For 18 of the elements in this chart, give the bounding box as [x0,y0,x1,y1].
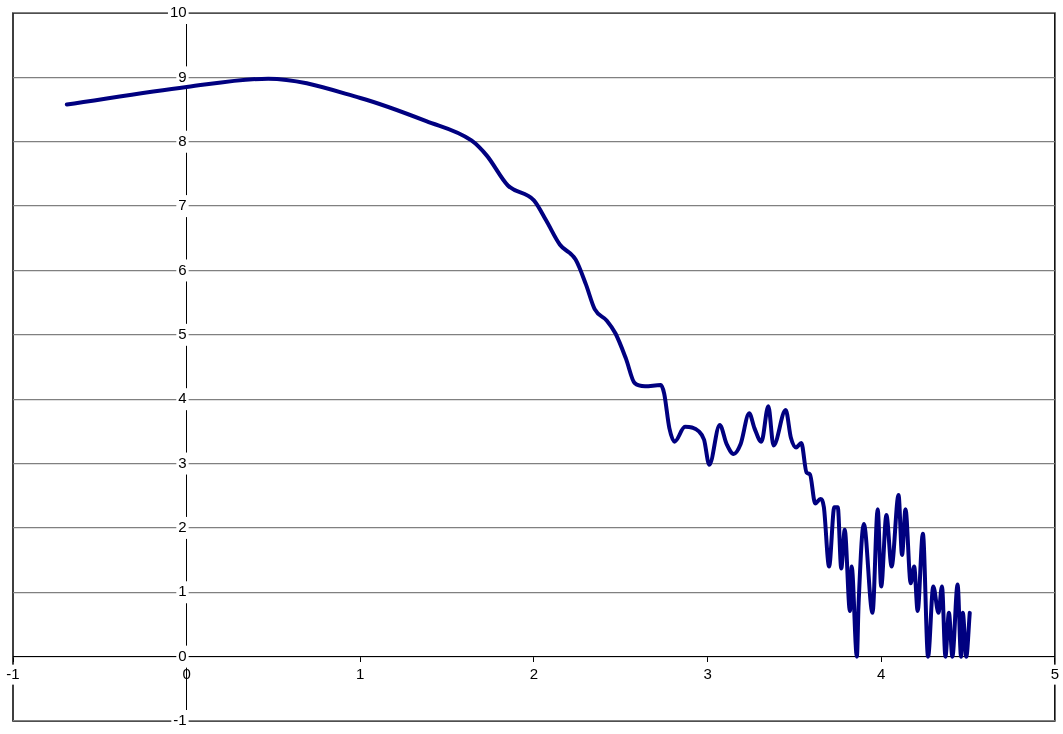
y-tick-label: 7 [178,196,187,214]
y-tick-label: 1 [178,582,187,600]
y-tick-label: 2 [178,518,187,536]
y-tick-label: 10 [169,3,187,21]
y-tick-label: 5 [178,324,187,342]
y-tick-label: 4 [178,389,187,407]
x-tick-label: 5 [1050,664,1059,682]
x-tick-label: 3 [703,664,712,682]
y-tick-label: 9 [178,67,187,85]
y-tick-label: 6 [178,260,187,278]
y-tick-label: -1 [173,711,187,729]
x-tick-label: 1 [356,664,365,682]
x-tick-label: -1 [6,664,20,682]
y-tick-label: 3 [178,453,187,471]
x-tick-label: 2 [529,664,539,682]
x-tick-label: 4 [877,664,886,682]
y-tick-label: 8 [178,131,187,149]
y-tick-label: 0 [178,646,187,664]
